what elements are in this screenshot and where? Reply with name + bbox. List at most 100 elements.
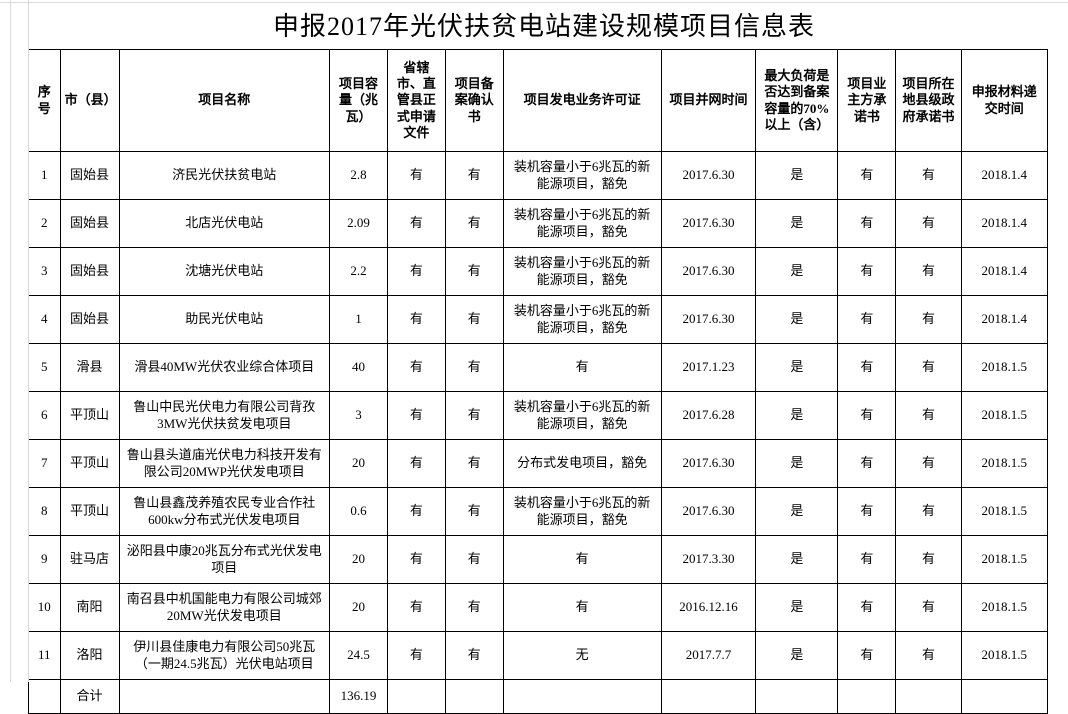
table-cell: 20 (330, 536, 388, 584)
table-cell: 有 (896, 248, 961, 296)
table-cell: 是 (756, 296, 838, 344)
table-cell: 有 (896, 536, 961, 584)
col-county: 市（县） (60, 50, 119, 152)
table-cell: 有 (896, 152, 961, 200)
table-cell: 有 (896, 488, 961, 536)
table-cell: 2017.6.30 (661, 296, 756, 344)
table-cell: 2017.7.7 (661, 632, 756, 680)
table-cell: 装机容量小于6兆瓦的新能源项目，豁免 (503, 248, 661, 296)
table-cell: 装机容量小于6兆瓦的新能源项目，豁免 (503, 152, 661, 200)
table-cell: 有 (896, 440, 961, 488)
table-cell: 有 (387, 152, 445, 200)
table-cell: 洛阳 (60, 632, 119, 680)
table-cell: 有 (838, 296, 896, 344)
table-cell: 有 (387, 296, 445, 344)
table-cell: 是 (756, 248, 838, 296)
table-cell: 7 (29, 440, 61, 488)
table-cell: 2.09 (330, 200, 388, 248)
table-cell: 40 (330, 344, 388, 392)
table-cell: 有 (503, 584, 661, 632)
table-cell: 分布式发电项目，豁免 (503, 440, 661, 488)
table-row: 3固始县沈塘光伏电站2.2有有装机容量小于6兆瓦的新能源项目，豁免2017.6.… (29, 248, 1048, 296)
table-cell: 装机容量小于6兆瓦的新能源项目，豁免 (503, 392, 661, 440)
table-cell: 装机容量小于6兆瓦的新能源项目，豁免 (503, 296, 661, 344)
table-cell: 是 (756, 200, 838, 248)
table-row: 9驻马店泌阳县中康20兆瓦分布式光伏发电项目20有有有2017.3.30是有有2… (29, 536, 1048, 584)
table-cell: 20 (330, 584, 388, 632)
table-cell: 3 (29, 248, 61, 296)
table-cell: 是 (756, 488, 838, 536)
table-cell: 有 (896, 392, 961, 440)
table-cell: 是 (756, 392, 838, 440)
table-cell: 2018.1.5 (961, 488, 1047, 536)
table-cell: 2.8 (330, 152, 388, 200)
table-cell: 是 (756, 632, 838, 680)
table-cell: 鲁山中民光伏电力有限公司背孜3MW光伏扶贫发电项目 (119, 392, 330, 440)
table-cell: 2017.6.30 (661, 200, 756, 248)
table-row: 2固始县北店光伏电站2.09有有装机容量小于6兆瓦的新能源项目，豁免2017.6… (29, 200, 1048, 248)
table-cell: 有 (445, 392, 503, 440)
table-cell: 装机容量小于6兆瓦的新能源项目，豁免 (503, 200, 661, 248)
col-capacity: 项目容量（兆瓦） (330, 50, 388, 152)
table-cell: 有 (445, 488, 503, 536)
table-title: 申报2017年光伏扶贫电站建设规模项目信息表 (28, 2, 1060, 49)
table-cell: 是 (756, 584, 838, 632)
table-cell: 有 (838, 200, 896, 248)
table-cell: 4 (29, 296, 61, 344)
table-cell (756, 680, 838, 714)
table-cell: 有 (445, 296, 503, 344)
table-cell: 有 (838, 344, 896, 392)
table-cell (961, 680, 1047, 714)
table-cell: 3 (330, 392, 388, 440)
table-cell: 2018.1.5 (961, 344, 1047, 392)
table-cell: 南阳 (60, 584, 119, 632)
table-cell: 固始县 (60, 248, 119, 296)
table-cell: 2018.1.5 (961, 536, 1047, 584)
table-cell: 南召县中机国能电力有限公司城郊20MW光伏发电项目 (119, 584, 330, 632)
table-cell: 2018.1.5 (961, 584, 1047, 632)
table-cell: 10 (29, 584, 61, 632)
table-cell: 有 (387, 584, 445, 632)
table-cell (387, 680, 445, 714)
table-cell: 1 (29, 152, 61, 200)
table-cell: 2018.1.4 (961, 152, 1047, 200)
table-cell: 是 (756, 152, 838, 200)
total-label: 合计 (60, 680, 119, 714)
table-cell: 助民光伏电站 (119, 296, 330, 344)
table-cell: 2017.6.30 (661, 248, 756, 296)
table-cell: 2018.1.5 (961, 392, 1047, 440)
table-cell: 有 (838, 152, 896, 200)
table-row: 8平顶山鲁山县鑫茂养殖农民专业合作社600kw分布式光伏发电项目0.6有有装机容… (29, 488, 1048, 536)
table-cell: 济民光伏扶贫电站 (119, 152, 330, 200)
table-cell: 2017.6.30 (661, 440, 756, 488)
table-cell: 有 (387, 440, 445, 488)
info-table: 序号 市（县） 项目名称 项目容量（兆瓦） 省辖市、直管县正式申请文件 项目备案… (28, 49, 1048, 714)
table-cell: 有 (838, 488, 896, 536)
table-cell: 有 (445, 536, 503, 584)
table-cell: 滑县40MW光伏农业综合体项目 (119, 344, 330, 392)
table-cell: 6 (29, 392, 61, 440)
table-cell: 有 (838, 392, 896, 440)
table-row: 10南阳南召县中机国能电力有限公司城郊20MW光伏发电项目20有有有2016.1… (29, 584, 1048, 632)
table-cell: 有 (387, 536, 445, 584)
table-cell (896, 680, 961, 714)
col-gov-ltr: 项目所在地县级政府承诺书 (896, 50, 961, 152)
table-cell: 有 (387, 344, 445, 392)
col-seq: 序号 (29, 50, 61, 152)
table-cell (29, 680, 61, 714)
table-cell: 固始县 (60, 200, 119, 248)
table-cell: 有 (503, 536, 661, 584)
table-cell: 装机容量小于6兆瓦的新能源项目，豁免 (503, 488, 661, 536)
table-row: 6平顶山鲁山中民光伏电力有限公司背孜3MW光伏扶贫发电项目3有有装机容量小于6兆… (29, 392, 1048, 440)
table-cell: 有 (387, 200, 445, 248)
col-project: 项目名称 (119, 50, 330, 152)
table-cell (503, 680, 661, 714)
table-cell: 8 (29, 488, 61, 536)
table-cell: 24.5 (330, 632, 388, 680)
table-cell: 有 (503, 344, 661, 392)
table-cell: 2017.6.30 (661, 152, 756, 200)
table-cell (838, 680, 896, 714)
col-load70: 最大负荷是否达到备案容量的70%以上（含） (756, 50, 838, 152)
table-cell: 有 (896, 296, 961, 344)
table-cell: 北店光伏电站 (119, 200, 330, 248)
